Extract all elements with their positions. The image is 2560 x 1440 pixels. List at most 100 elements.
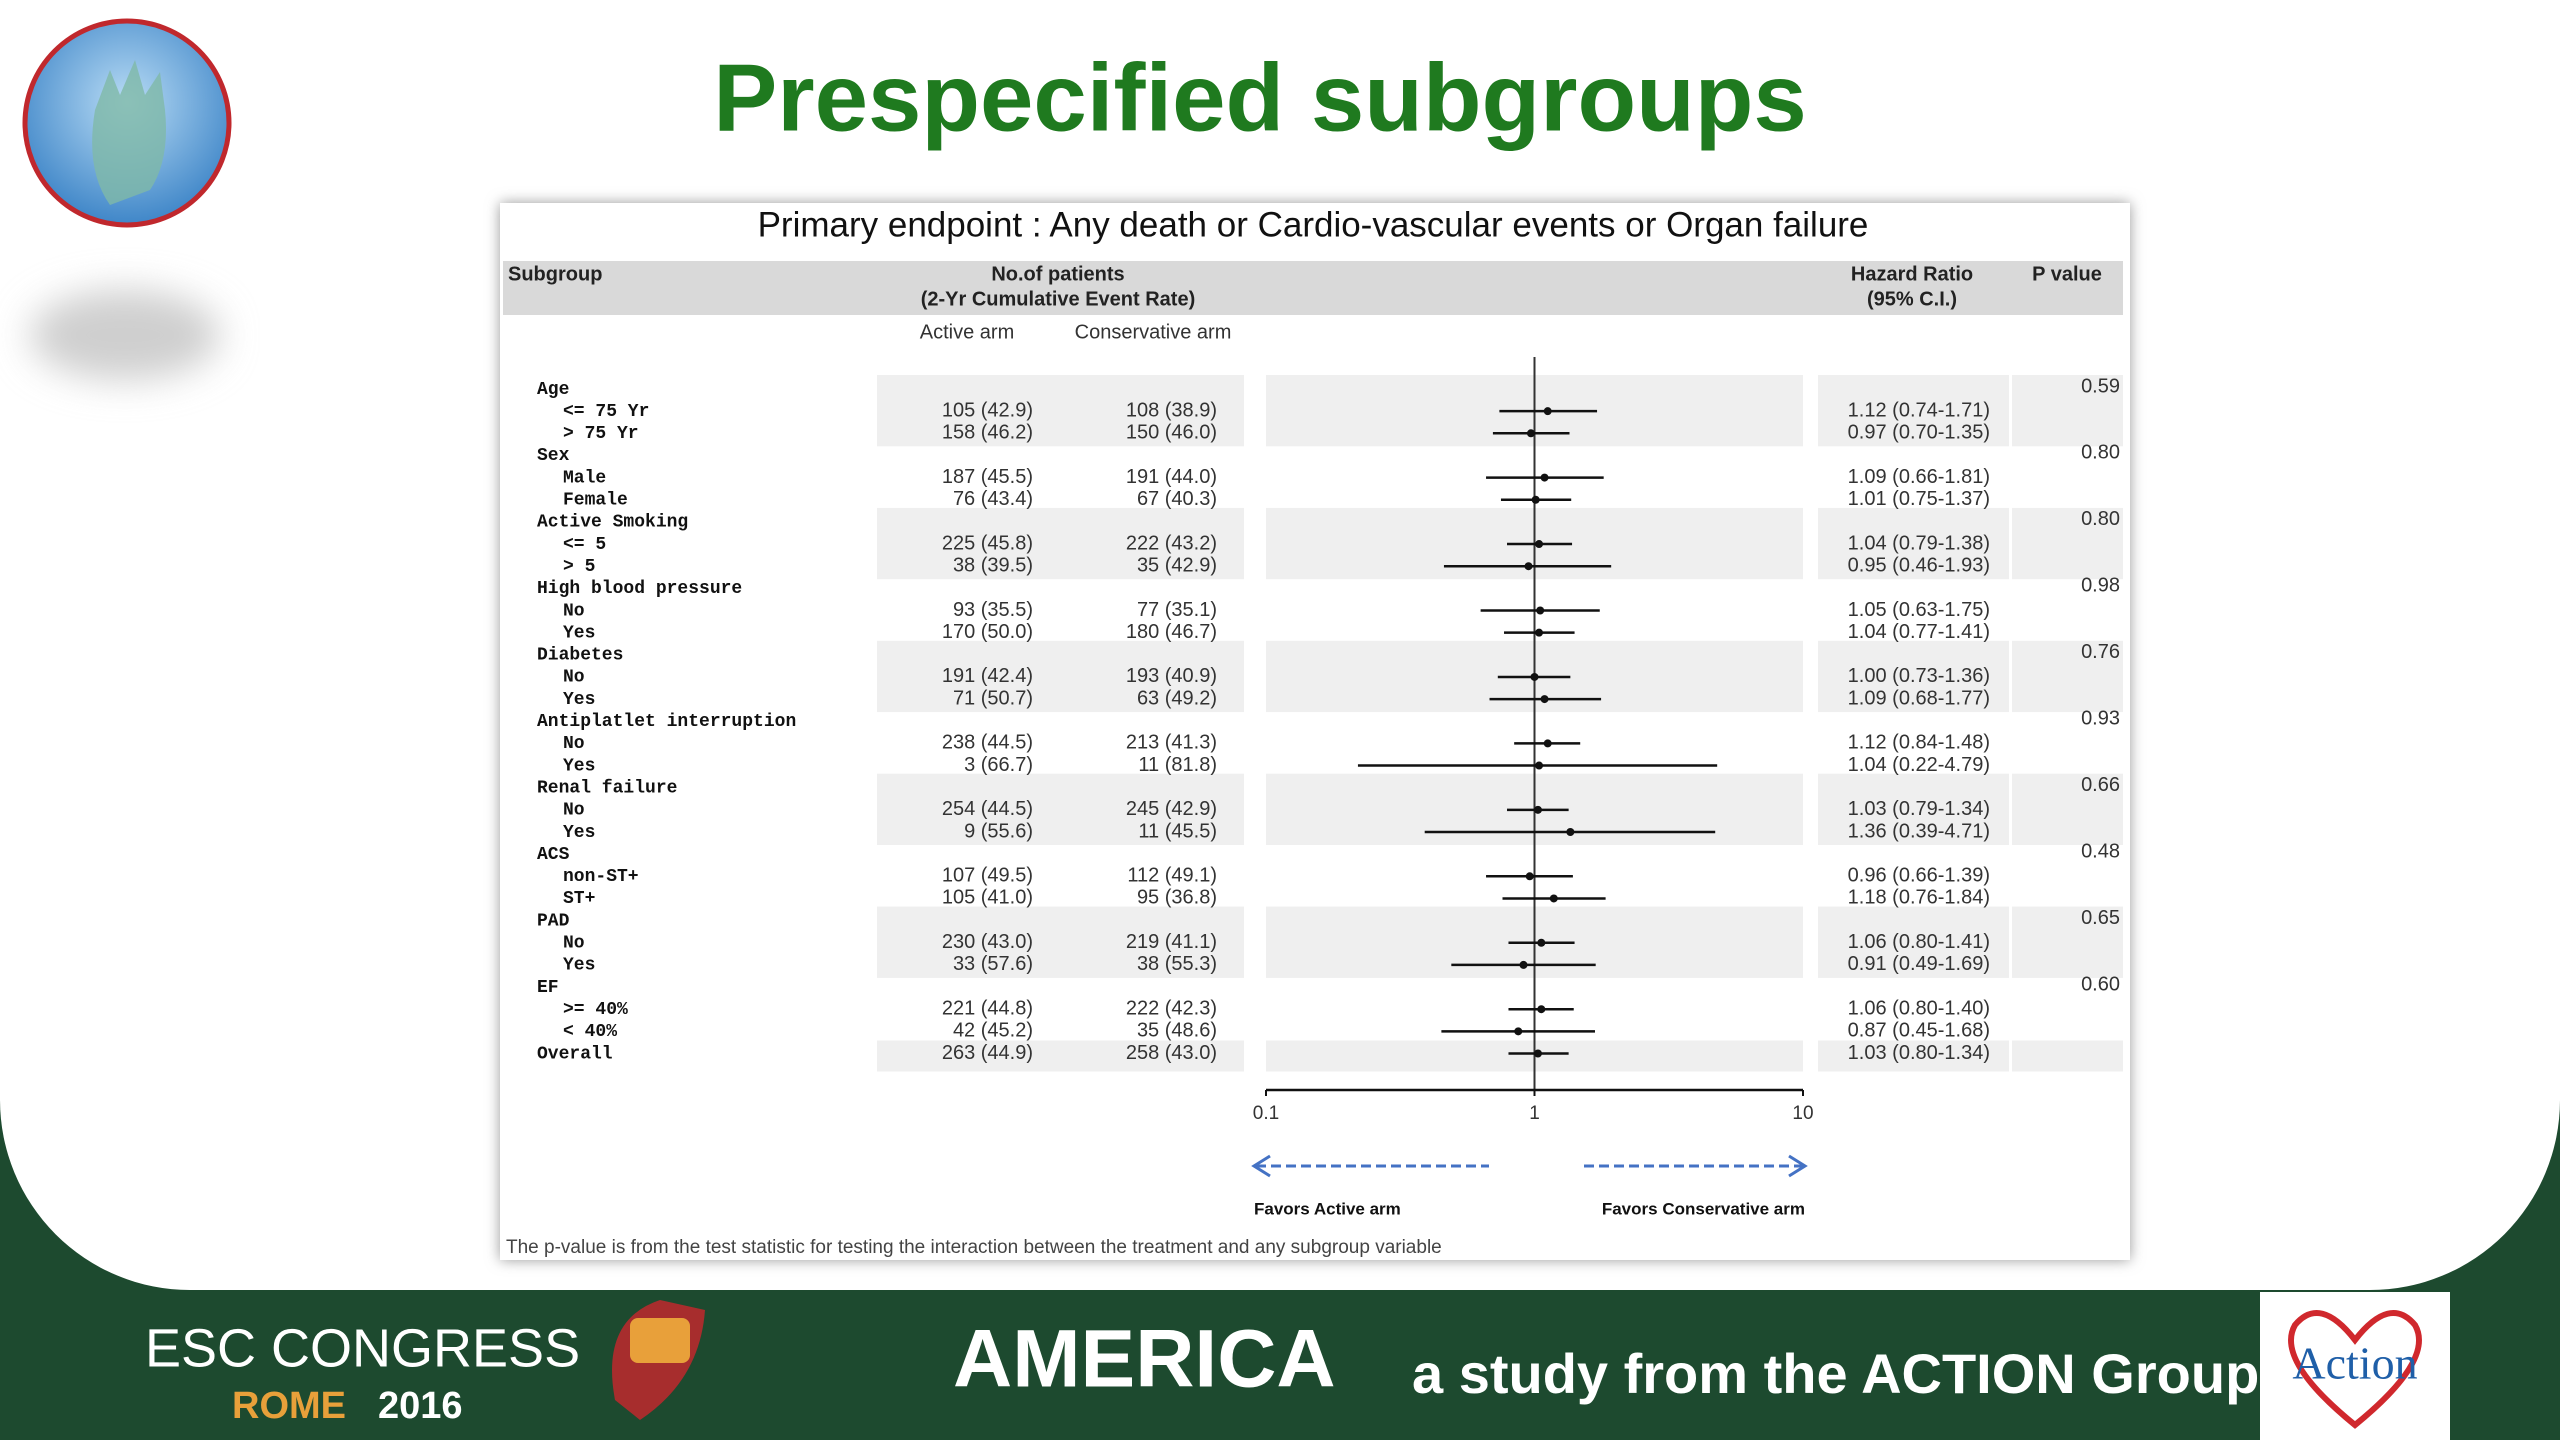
hr-point xyxy=(1533,1049,1542,1058)
hr-point xyxy=(1543,739,1552,748)
hr-point xyxy=(1535,628,1544,637)
hr-point xyxy=(1514,1027,1523,1036)
conservative-count: 108 (38.9) xyxy=(1126,399,1217,421)
hr-point xyxy=(1540,695,1549,704)
row-label: Yes xyxy=(563,690,595,710)
conservative-count: 193 (40.9) xyxy=(1126,665,1217,687)
row-shading xyxy=(877,1040,1244,1072)
hr-label: 1.03 (0.80-1.34) xyxy=(1848,1042,1990,1064)
conservative-count: 95 (36.8) xyxy=(1137,887,1217,909)
blur-blob xyxy=(30,290,220,380)
header-band xyxy=(503,261,2123,315)
conservative-count: 11 (81.8) xyxy=(1138,754,1217,776)
row-shading xyxy=(877,906,1244,978)
hr-point xyxy=(1535,540,1544,549)
conservative-count: 112 (49.1) xyxy=(1127,865,1217,887)
conservative-count: 35 (48.6) xyxy=(1137,1020,1217,1042)
col-patients: No.of patients xyxy=(991,263,1124,285)
p-value: 0.93 xyxy=(2081,708,2120,730)
group-label: High blood pressure xyxy=(537,579,742,599)
footnote: The p-value is from the test statistic f… xyxy=(506,1237,1442,1258)
group-label: Sex xyxy=(537,446,570,466)
conservative-count: 38 (55.3) xyxy=(1137,953,1217,975)
hr-point xyxy=(1519,960,1528,969)
hr-point xyxy=(1535,761,1544,770)
conservative-count: 11 (45.5) xyxy=(1138,820,1217,842)
hr-point xyxy=(1533,805,1542,814)
group-label: Age xyxy=(537,380,569,400)
hr-label: 0.96 (0.66-1.39) xyxy=(1848,865,1990,887)
active-count: 187 (45.5) xyxy=(942,466,1033,488)
active-count: 158 (46.2) xyxy=(942,422,1033,444)
hr-label: 0.97 (0.70-1.35) xyxy=(1848,422,1990,444)
city: ROME xyxy=(232,1385,346,1427)
row-label: No xyxy=(563,668,585,688)
action-logo-box xyxy=(2260,1292,2450,1440)
active-count: 230 (43.0) xyxy=(942,931,1033,953)
hr-label: 1.04 (0.79-1.38) xyxy=(1848,532,1990,554)
conservative-count: 245 (42.9) xyxy=(1126,798,1217,820)
row-shading xyxy=(2012,1040,2123,1072)
logo-building xyxy=(630,1318,690,1363)
col-patients-sub: (2-Yr Cumulative Event Rate) xyxy=(921,288,1196,310)
p-value: 0.60 xyxy=(2081,973,2120,995)
hr-point xyxy=(1530,672,1539,681)
action-logo: Action xyxy=(2292,1338,2417,1389)
conservative-count: 191 (44.0) xyxy=(1126,466,1217,488)
row-label: Yes xyxy=(563,756,595,776)
row-shading xyxy=(2012,773,2123,845)
row-shading xyxy=(1818,640,2009,713)
group-label: EF xyxy=(537,978,559,998)
active-count: 71 (50.7) xyxy=(953,687,1033,709)
hr-label: 0.95 (0.46-1.93) xyxy=(1848,554,1990,576)
row-shading xyxy=(2012,906,2123,978)
hr-label: 1.04 (0.22-4.79) xyxy=(1848,754,1990,776)
active-count: 42 (45.2) xyxy=(953,1020,1033,1042)
hr-point xyxy=(1525,872,1534,881)
conservative-count: 219 (41.1) xyxy=(1126,931,1217,953)
hr-point xyxy=(1543,407,1552,416)
active-count: 33 (57.6) xyxy=(953,953,1033,975)
hr-label: 1.09 (0.66-1.81) xyxy=(1848,466,1990,488)
group-label: PAD xyxy=(537,911,570,931)
conservative-count: 63 (49.2) xyxy=(1137,687,1217,709)
conservative-count: 77 (35.1) xyxy=(1137,599,1217,621)
row-shading xyxy=(877,773,1244,845)
active-count: 38 (39.5) xyxy=(953,554,1033,576)
congress: ESC CONGRESS xyxy=(145,1318,580,1378)
row-shading xyxy=(2012,640,2123,713)
active-count: 221 (44.8) xyxy=(942,997,1033,1019)
row-shading xyxy=(1818,906,2009,978)
arrow-left-head xyxy=(1251,1154,1271,1178)
hr-point xyxy=(1566,828,1575,836)
row-shading xyxy=(1818,773,2009,845)
row-label: < 40% xyxy=(563,1022,617,1042)
slide-title: Prespecified subgroups xyxy=(713,44,1807,151)
col-subgroup: Subgroup xyxy=(508,263,602,285)
p-value: 0.65 xyxy=(2081,907,2120,929)
p-value: 0.80 xyxy=(2081,442,2120,464)
row-shading xyxy=(2012,507,2123,580)
hr-point xyxy=(1537,1005,1546,1014)
row-label: Overall xyxy=(537,1044,613,1064)
p-value: 0.80 xyxy=(2081,508,2120,530)
active-count: 76 (43.4) xyxy=(953,488,1033,510)
row-label: ST+ xyxy=(563,889,595,909)
x-tick-label: 1 xyxy=(1529,1103,1540,1124)
conservative-count: 150 (46.0) xyxy=(1126,422,1217,444)
hr-label: 1.09 (0.68-1.77) xyxy=(1848,687,1990,709)
hr-label: 1.01 (0.75-1.37) xyxy=(1848,488,1990,510)
row-shading xyxy=(1818,375,2009,447)
col-hr: Hazard Ratio xyxy=(1851,263,1973,285)
row-label: > 75 Yr xyxy=(563,424,639,444)
colosseum-logo xyxy=(612,1300,705,1420)
row-label: No xyxy=(563,734,585,754)
active-count: 105 (41.0) xyxy=(942,887,1033,909)
row-shading xyxy=(1818,507,2009,580)
hr-label: 1.36 (0.39-4.71) xyxy=(1848,820,1990,842)
hr-point xyxy=(1531,495,1540,504)
conservative-count: 258 (43.0) xyxy=(1126,1042,1217,1064)
active-count: 263 (44.9) xyxy=(942,1042,1033,1064)
hr-label: 0.91 (0.49-1.69) xyxy=(1848,953,1990,975)
x-tick-label: 10 xyxy=(1792,1103,1813,1124)
